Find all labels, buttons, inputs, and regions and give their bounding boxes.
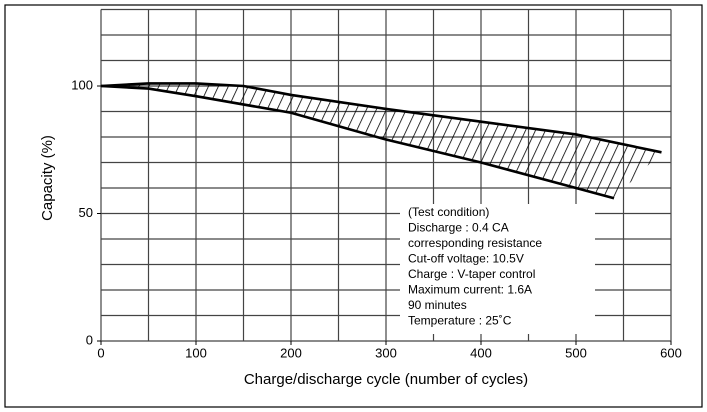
frame: [4, 4, 703, 408]
annotation-box: [400, 204, 595, 334]
band-edge: [100, 84, 615, 200]
annotation-line: Cut-off voltage: 10.5V: [408, 252, 524, 266]
annotation-line: (Test condition): [408, 205, 489, 219]
annotation-line: corresponding resistance: [408, 236, 542, 250]
x-tick-label: 300: [375, 345, 397, 360]
annotation-line: Temperature : 25˚C: [408, 314, 512, 328]
x-tick-label: 500: [565, 345, 587, 360]
annotation-line: Charge : V-taper control: [408, 267, 535, 281]
x-tick-label: 600: [660, 345, 682, 360]
annotation-line: Maximum current: 1.6A: [408, 283, 532, 297]
x-tick-label: 0: [97, 345, 104, 360]
annotation-line: 90 minutes: [408, 298, 467, 312]
x-tick-label: 100: [185, 345, 207, 360]
x-tick-label: 400: [470, 345, 492, 360]
x-axis-label: Charge/discharge cycle (number of cycles…: [244, 371, 528, 388]
y-tick-label: 50: [79, 205, 93, 220]
y-axis-label: Capacity (%): [39, 135, 56, 221]
y-tick-label: 0: [86, 332, 93, 347]
x-tick-label: 200: [280, 345, 302, 360]
band-edge: [100, 82, 662, 154]
band-fill: [101, 83, 662, 199]
y-tick-label: 100: [71, 77, 93, 92]
annotation-line: Discharge : 0.4 CA: [408, 221, 509, 235]
